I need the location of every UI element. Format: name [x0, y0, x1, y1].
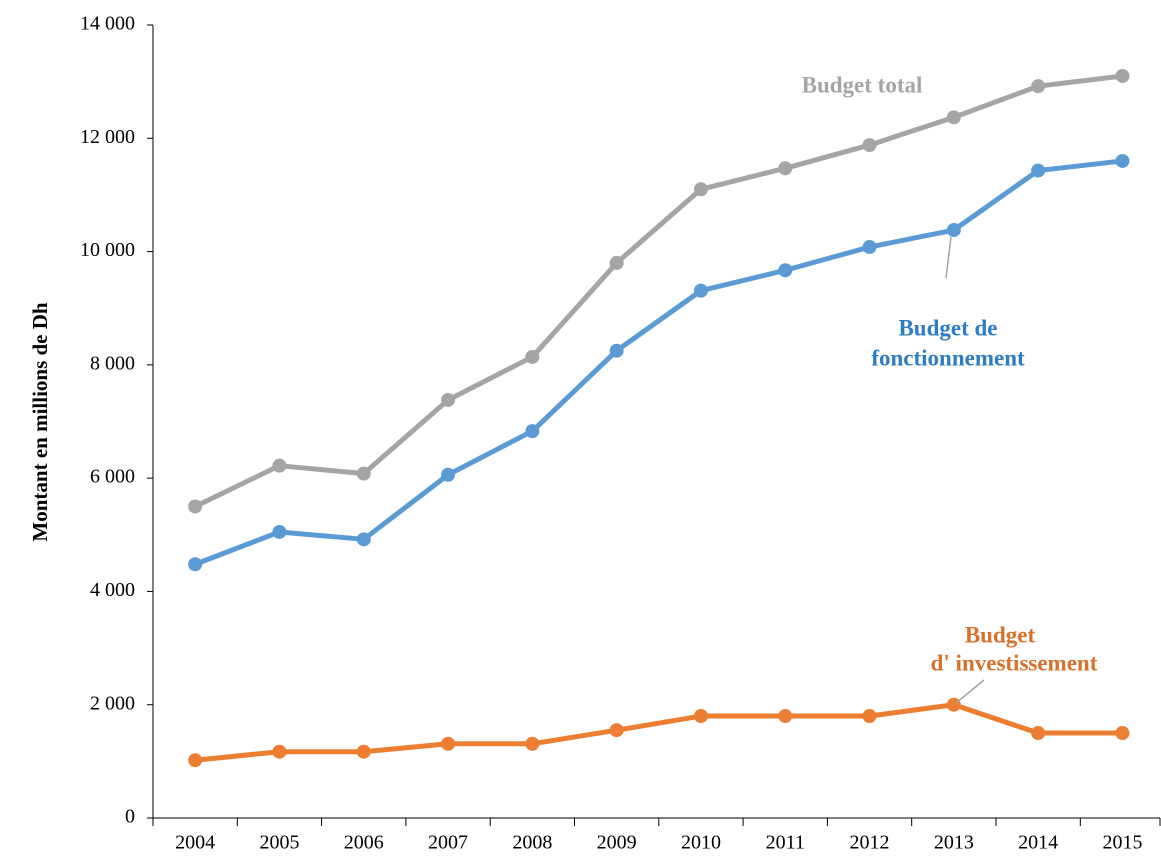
series-line	[194, 158, 1123, 567]
data-point	[441, 736, 456, 751]
data-point	[356, 466, 371, 481]
data-point	[1031, 726, 1046, 741]
data-point	[778, 709, 793, 724]
data-point	[356, 532, 371, 547]
annotation: fonctionnement	[871, 345, 1025, 370]
y-tick-label: 4 000	[90, 579, 135, 601]
data-point	[441, 467, 456, 482]
x-tick-label: 2010	[681, 832, 721, 854]
data-point	[356, 744, 371, 759]
data-point	[272, 524, 287, 539]
x-tick-label: 2013	[934, 832, 974, 854]
y-axis-label: Montant en millions de Dh	[28, 302, 52, 542]
y-tick-label: 10 000	[80, 239, 135, 261]
x-tick-label: 2011	[766, 832, 805, 854]
data-point	[693, 182, 708, 197]
x-tick-label: 2007	[428, 832, 468, 854]
data-point	[778, 161, 793, 176]
data-point	[188, 499, 203, 514]
x-tick-label: 2006	[344, 832, 384, 854]
y-tick-label: 2 000	[90, 692, 135, 714]
y-tick-label: 6 000	[90, 466, 135, 488]
data-point	[609, 723, 624, 738]
annotation: Budget de	[898, 315, 997, 340]
data-point	[862, 240, 877, 255]
x-tick-label: 2009	[597, 832, 637, 854]
data-point	[1031, 163, 1046, 178]
data-point	[693, 283, 708, 298]
data-point	[525, 349, 540, 364]
data-point	[946, 223, 961, 238]
leader-line	[955, 679, 985, 704]
y-tick-label: 0	[125, 806, 135, 828]
data-point	[1115, 68, 1130, 83]
data-point	[693, 709, 708, 724]
x-tick-label: 2005	[259, 832, 299, 854]
y-tick-label: 12 000	[80, 126, 135, 148]
data-point	[862, 138, 877, 153]
x-tick-label: 2008	[512, 832, 552, 854]
y-tick-label: 8 000	[90, 352, 135, 374]
x-tick-label: 2014	[1018, 832, 1058, 854]
data-point	[188, 753, 203, 768]
y-tick-label: 14 000	[80, 13, 135, 35]
leader-line	[945, 236, 952, 279]
data-point	[441, 392, 456, 407]
data-point	[609, 343, 624, 358]
data-point	[778, 263, 793, 278]
annotation: d' investissement	[931, 650, 1098, 675]
x-tick-label: 2012	[850, 832, 890, 854]
data-point	[609, 255, 624, 270]
x-tick-label: 2004	[175, 832, 215, 854]
data-point	[188, 557, 203, 572]
data-point	[525, 424, 540, 439]
data-point	[1031, 79, 1046, 94]
series-line	[194, 702, 1123, 763]
data-point	[946, 110, 961, 125]
data-point	[525, 736, 540, 751]
data-point	[272, 458, 287, 473]
annotation: Budget	[965, 622, 1036, 647]
data-point	[862, 709, 877, 724]
data-point	[272, 744, 287, 759]
data-point	[1115, 153, 1130, 168]
data-point	[1115, 726, 1130, 741]
series-line	[194, 73, 1123, 509]
annotation: Budget total	[802, 72, 923, 97]
x-tick-label: 2015	[1102, 832, 1142, 854]
